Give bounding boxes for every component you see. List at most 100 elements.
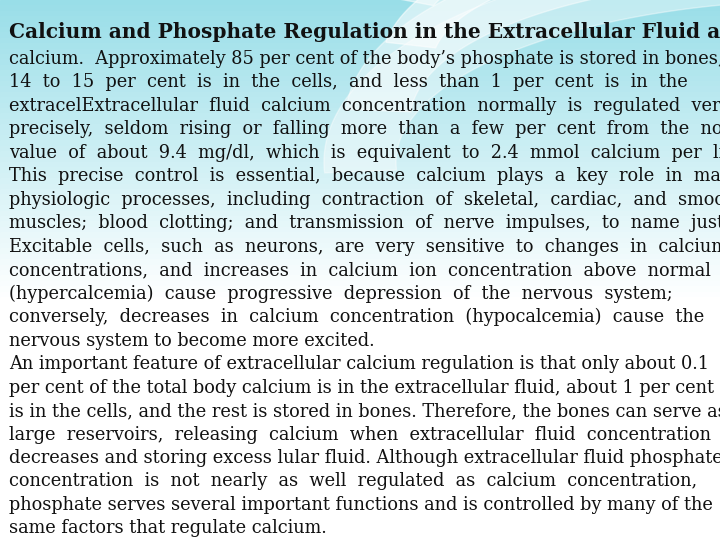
- Bar: [0, 394, 720, 400]
- Bar: [0, 232, 720, 238]
- Bar: [0, 535, 720, 540]
- Bar: [0, 254, 720, 259]
- Bar: [0, 38, 720, 43]
- Text: Calcium and Phosphate Regulation in the Extracellular Fluid and Plasma: Calcium and Phosphate Regulation in the …: [9, 22, 720, 42]
- Bar: [0, 265, 720, 270]
- Text: An important feature of extracellular calcium regulation is that only about 0.1: An important feature of extracellular ca…: [9, 355, 708, 373]
- Bar: [0, 259, 720, 265]
- Bar: [0, 22, 720, 27]
- Bar: [0, 319, 720, 324]
- Bar: [0, 270, 720, 275]
- Bar: [0, 410, 720, 416]
- Bar: [0, 481, 720, 486]
- Bar: [0, 502, 720, 508]
- Bar: [0, 383, 720, 389]
- Text: calcium.  Approximately 85 per cent of the body’s phosphate is stored in bones,: calcium. Approximately 85 per cent of th…: [9, 50, 720, 68]
- Bar: [0, 200, 720, 205]
- Bar: [0, 178, 720, 184]
- Text: large  reservoirs,  releasing  calcium  when  extracellular  fluid  concentratio: large reservoirs, releasing calcium when…: [9, 426, 711, 443]
- Bar: [0, 130, 720, 135]
- Bar: [0, 16, 720, 22]
- Bar: [0, 464, 720, 470]
- Bar: [0, 432, 720, 437]
- Bar: [0, 108, 720, 113]
- Bar: [0, 211, 720, 216]
- Bar: [0, 459, 720, 464]
- Bar: [0, 427, 720, 432]
- Bar: [0, 216, 720, 221]
- Bar: [0, 437, 720, 443]
- Bar: [0, 59, 720, 65]
- Bar: [0, 286, 720, 292]
- Text: per cent of the total body calcium is in the extracellular fluid, about 1 per ce: per cent of the total body calcium is in…: [9, 379, 714, 396]
- Bar: [0, 448, 720, 454]
- Bar: [0, 297, 720, 302]
- Bar: [0, 248, 720, 254]
- Text: This  precise  control  is  essential,  because  calcium  plays  a  key  role  i: This precise control is essential, becau…: [9, 167, 720, 185]
- Bar: [0, 275, 720, 281]
- Bar: [0, 335, 720, 340]
- Bar: [0, 346, 720, 351]
- Polygon shape: [386, 0, 720, 87]
- Bar: [0, 140, 720, 146]
- Bar: [0, 167, 720, 173]
- Bar: [0, 313, 720, 319]
- Bar: [0, 5, 720, 11]
- Bar: [0, 49, 720, 54]
- Bar: [0, 378, 720, 383]
- Text: value  of  about  9.4  mg/dl,  which  is  equivalent  to  2.4  mmol  calcium  pe: value of about 9.4 mg/dl, which is equiv…: [9, 144, 720, 161]
- Bar: [0, 173, 720, 178]
- Bar: [0, 470, 720, 475]
- Bar: [0, 454, 720, 459]
- Bar: [0, 238, 720, 243]
- Bar: [0, 400, 720, 405]
- Bar: [0, 32, 720, 38]
- Bar: [0, 162, 720, 167]
- Bar: [0, 243, 720, 248]
- Bar: [0, 513, 720, 518]
- Bar: [0, 27, 720, 32]
- Bar: [0, 119, 720, 124]
- Bar: [0, 103, 720, 108]
- Bar: [0, 486, 720, 491]
- Bar: [0, 113, 720, 119]
- Bar: [0, 475, 720, 481]
- Bar: [0, 443, 720, 448]
- Bar: [0, 0, 720, 5]
- Bar: [0, 329, 720, 335]
- Bar: [0, 65, 720, 70]
- Bar: [0, 302, 720, 308]
- Bar: [0, 421, 720, 427]
- Bar: [0, 518, 720, 524]
- Bar: [0, 97, 720, 103]
- Bar: [0, 356, 720, 362]
- Text: muscles;  blood  clotting;  and  transmission  of  nerve  impulses,  to  name  j: muscles; blood clotting; and transmissio…: [9, 214, 720, 232]
- Bar: [0, 491, 720, 497]
- Bar: [0, 151, 720, 157]
- Bar: [0, 86, 720, 92]
- Polygon shape: [346, 0, 720, 128]
- Bar: [0, 308, 720, 313]
- Text: is in the cells, and the rest is stored in bones. Therefore, the bones can serve: is in the cells, and the rest is stored …: [9, 402, 720, 420]
- Bar: [0, 373, 720, 378]
- Text: precisely,  seldom  rising  or  falling  more  than  a  few  per  cent  from  th: precisely, seldom rising or falling more…: [9, 120, 720, 138]
- Bar: [0, 508, 720, 513]
- Bar: [0, 184, 720, 189]
- Text: nervous system to become more excited.: nervous system to become more excited.: [9, 332, 374, 349]
- Text: decreases and storing excess lular fluid. Although extracellular fluid phosphate: decreases and storing excess lular fluid…: [9, 449, 720, 467]
- Bar: [0, 324, 720, 329]
- Bar: [0, 362, 720, 367]
- Bar: [0, 76, 720, 81]
- Text: extracelExtracellular  fluid  calcium  concentration  normally  is  regulated  v: extracelExtracellular fluid calcium conc…: [9, 97, 720, 114]
- Text: conversely,  decreases  in  calcium  concentration  (hypocalcemia)  cause  the: conversely, decreases in calcium concent…: [9, 308, 704, 326]
- Text: physiologic  processes,  including  contraction  of  skeletal,  cardiac,  and  s: physiologic processes, including contrac…: [9, 191, 720, 208]
- Text: (hypercalcemia)  cause  progressive  depression  of  the  nervous  system;: (hypercalcemia) cause progressive depres…: [9, 285, 672, 303]
- Bar: [0, 281, 720, 286]
- Bar: [0, 54, 720, 59]
- Bar: [0, 157, 720, 162]
- Bar: [0, 146, 720, 151]
- Text: concentrations,  and  increases  in  calcium  ion  concentration  above  normal: concentrations, and increases in calcium…: [9, 261, 711, 279]
- Bar: [0, 194, 720, 200]
- Bar: [0, 11, 720, 16]
- Bar: [0, 124, 720, 130]
